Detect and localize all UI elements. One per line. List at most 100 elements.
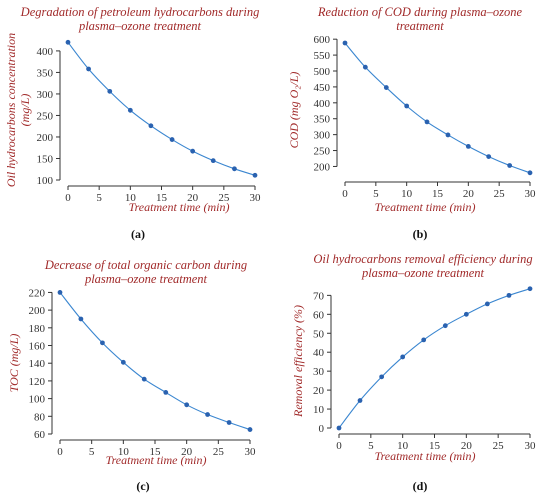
chart-a-x-tick-label: 0 (65, 192, 71, 204)
chart-b-data-point (362, 64, 368, 70)
chart-b-panel-label: (b) (413, 227, 428, 241)
chart-b-data-point (527, 170, 533, 176)
chart-a-series-line (67, 41, 256, 176)
chart-c-x-tick-label: 20 (181, 446, 193, 458)
chart-d-y-tick-label: 50 (313, 328, 325, 340)
chart-c-data-point (205, 412, 210, 417)
chart-a-data-point (107, 88, 113, 94)
chart-c-title-line-2: plasma–ozone treatment (84, 272, 208, 286)
chart-c-y-tick-label: 140 (29, 358, 46, 370)
chart-d-data-point (506, 292, 512, 298)
chart-d-title-line-2: plasma–ozone treatment (361, 266, 485, 280)
chart-a-y-tick-label: 150 (37, 153, 54, 165)
chart-a-data-point (190, 148, 196, 154)
chart-c-data-point (247, 427, 253, 432)
chart-a-x-tick-label: 5 (96, 192, 102, 204)
chart-c-y-tick-label: 80 (34, 411, 46, 423)
chart-c-y-tick-label: 180 (29, 323, 46, 335)
chart-b-data-point (342, 40, 348, 46)
chart-a-xlabel: Treatment time (min) (129, 200, 230, 214)
chart-a-x-tick-label: 20 (187, 192, 199, 204)
chart-a-data-point (86, 66, 91, 72)
panel-a: Degradation of petroleum hydrocarbons du… (0, 0, 275, 248)
chart-c-panel-label: (c) (136, 479, 149, 493)
chart-d-data-point (442, 323, 448, 329)
chart-c-x-tick-label: 10 (118, 446, 130, 458)
chart-c-plot-area: 0 5 10 15 20 25 30 60 80 100 120 140 160 180 200 220 (29, 287, 257, 458)
chart-b-y-tick-label: 550 (314, 50, 331, 62)
chart-d-y-tick-label: 20 (313, 385, 325, 397)
chart-c-data-point (57, 290, 63, 295)
chart-c-y-tick-label: 220 (29, 287, 46, 299)
chart-d-x-tick-label: 0 (336, 440, 342, 452)
chart-b-y-tick-label: 250 (314, 146, 331, 158)
chart-b: Reduction of COD during plasma–ozone tre… (287, 5, 537, 241)
chart-a-y-tick-label: 400 (37, 46, 54, 58)
chart-c-x-tick-label: 25 (213, 446, 225, 458)
chart-d-x-tick-label: 30 (525, 440, 537, 452)
chart-a: Degradation of petroleum hydrocarbons du… (4, 5, 262, 241)
chart-b-y-tick-label: 350 (314, 114, 331, 126)
chart-b-data-point (404, 103, 410, 109)
chart-c: Decrease of total organic carbon during … (7, 258, 257, 493)
chart-b-y-tick-label: 300 (314, 130, 331, 142)
chart-a-ylabel-line-2: (mg/L) (18, 94, 32, 127)
panel-c: Decrease of total organic carbon during … (0, 248, 275, 495)
chart-d-data-point (421, 337, 427, 343)
chart-d-ylabel: Removal efficiency (%) (291, 305, 305, 418)
chart-c-y-tick-label: 120 (29, 376, 46, 388)
chart-b-y-tick-label: 400 (314, 98, 331, 110)
chart-c-y-tick-label: 100 (29, 394, 46, 406)
chart-a-y-tick-label: 250 (37, 110, 54, 122)
chart-a-x-tick-label: 10 (125, 192, 137, 204)
chart-a-x-tick-label: 30 (250, 192, 262, 204)
chart-c-y-tick-label: 60 (34, 429, 46, 441)
chart-d: Oil hydrocarbons removal efficiency duri… (291, 252, 537, 493)
chart-d-y-tick-label: 0 (319, 423, 325, 435)
chart-a-plot-area: 0 5 10 15 20 25 30 100 150 200 250 300 350 400 (37, 39, 262, 204)
chart-b-ylabel: COD (mg O₂/L) (287, 72, 301, 149)
chart-b-plot-area: 0 5 10 15 20 25 30 200 250 300 350 400 450 500 550 600 (314, 34, 537, 200)
chart-c-x-tick-label: 0 (57, 446, 63, 458)
chart-c-data-point (184, 402, 190, 408)
chart-c-data-point (100, 340, 105, 346)
chart-a-y-tick-label: 300 (37, 89, 54, 101)
chart-b-x-tick-label: 5 (373, 188, 379, 200)
chart-a-data-point (232, 166, 237, 172)
chart-a-x-tick-label: 15 (156, 192, 168, 204)
chart-c-data-point (78, 316, 84, 322)
chart-c-xlabel: Treatment time (min) (106, 453, 207, 467)
chart-b-y-tick-label: 450 (314, 82, 331, 94)
chart-d-title-line-1: Oil hydrocarbons removal efficiency duri… (313, 252, 532, 266)
chart-d-data-point (463, 311, 469, 317)
chart-d-x-tick-label: 15 (429, 440, 441, 452)
chart-a-y-tick-label: 100 (37, 175, 54, 187)
chart-a-ylabel-line-1: Oil hydrocarbons concentration (4, 33, 18, 187)
chart-b-x-tick-label: 0 (342, 188, 348, 200)
chart-b-y-tick-label: 500 (314, 66, 331, 78)
chart-d-x-tick-label: 5 (368, 440, 374, 452)
chart-d-y-tick-label: 10 (313, 404, 325, 416)
chart-a-data-point (210, 158, 216, 164)
chart-b-data-point (486, 154, 492, 159)
chart-c-data-point (226, 420, 232, 425)
panel-d: Oil hydrocarbons removal efficiency duri… (275, 248, 550, 495)
chart-b-data-point (424, 119, 430, 125)
chart-c-y-tick-label: 160 (29, 341, 46, 353)
chart-d-y-tick-label: 70 (313, 290, 325, 302)
chart-b-title-line-2: treatment (396, 19, 444, 33)
chart-d-y-tick-label: 30 (313, 366, 325, 378)
chart-d-y-tick-label: 60 (313, 309, 325, 321)
chart-d-x-tick-label: 25 (493, 440, 505, 452)
chart-a-data-point (252, 172, 258, 178)
chart-d-data-point (336, 425, 342, 431)
chart-d-data-point (379, 374, 385, 380)
chart-b-x-tick-label: 20 (463, 188, 475, 200)
chart-d-data-point (357, 398, 363, 403)
chart-b-data-point (465, 144, 471, 149)
chart-c-title-line-1: Decrease of total organic carbon during (44, 258, 247, 272)
chart-d-series-line (338, 288, 531, 429)
chart-c-y-tick-label: 200 (29, 305, 46, 317)
chart-a-x-tick-label: 25 (218, 192, 230, 204)
chart-b-data-point (445, 132, 451, 138)
